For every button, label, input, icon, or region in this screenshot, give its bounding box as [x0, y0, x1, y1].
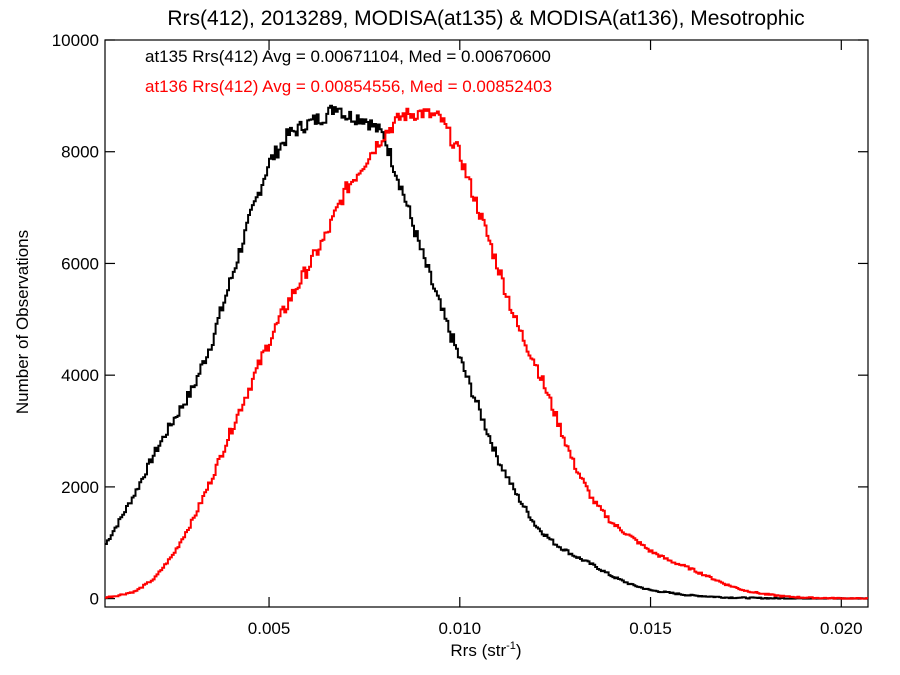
y-tick-label: 4000: [61, 366, 99, 385]
y-axis-title: Number of Observations: [13, 230, 32, 414]
x-axis: 0.005 0.010 0.015 0.020: [248, 40, 863, 638]
x-tick-label: 0.005: [248, 619, 291, 638]
y-tick-label: 8000: [61, 143, 99, 162]
x-axis-title-end: ): [516, 641, 522, 660]
y-tick-label: 0: [90, 590, 99, 609]
x-tick-label: 0.010: [439, 619, 482, 638]
x-axis-title-superscript: -1: [506, 640, 516, 652]
x-tick-label: 0.015: [629, 619, 672, 638]
y-tick-label: 10000: [52, 31, 99, 50]
chart-title: Rrs(412), 2013289, MODISA(at135) & MODIS…: [167, 7, 804, 30]
series-at135-line: [105, 104, 868, 600]
x-tick-label: 0.020: [820, 619, 863, 638]
y-tick-label: 2000: [61, 478, 99, 497]
x-axis-title-main: Rrs (str: [450, 641, 506, 660]
series-at136-line: [105, 107, 868, 600]
y-axis: 0 2000 4000 6000 8000 10000: [52, 31, 868, 609]
annotation-at136: at136 Rrs(412) Avg = 0.00854556, Med = 0…: [145, 77, 552, 96]
x-axis-title: Rrs (str-1): [450, 640, 521, 660]
annotation-at135: at135 Rrs(412) Avg = 0.00671104, Med = 0…: [145, 47, 551, 66]
plot-frame: [104, 39, 869, 608]
series-layer: [105, 104, 868, 600]
y-tick-label: 6000: [61, 254, 99, 273]
